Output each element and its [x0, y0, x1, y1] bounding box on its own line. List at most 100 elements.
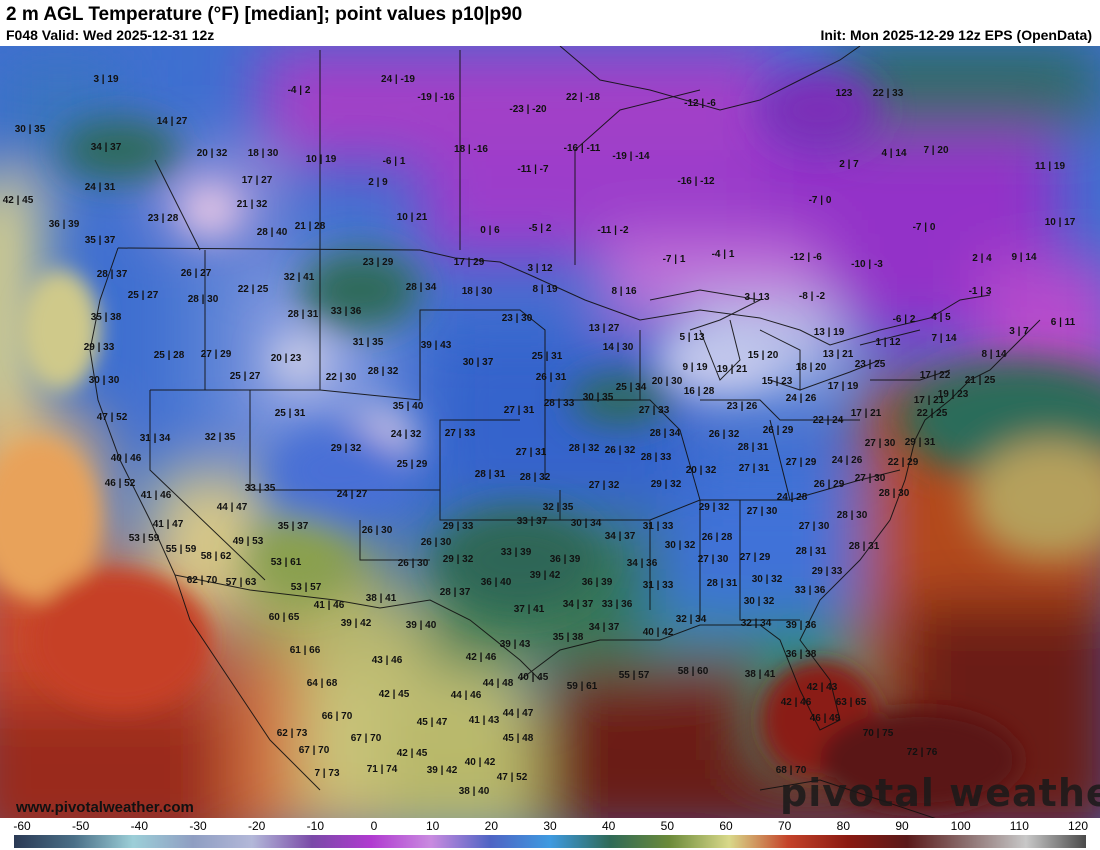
point-value: 44 | 46: [451, 690, 482, 701]
colorbar-tick-label: -40: [130, 819, 148, 833]
point-value: 16 | 28: [684, 386, 715, 397]
colorbar-labels: -60 -50 -40 -30 -20 -10 0 10 20 30 40 50 60 70 80 90 100…: [0, 818, 1100, 834]
point-value: 18 | 30: [462, 286, 493, 297]
point-value: 24 | 26: [832, 455, 863, 466]
point-value: 25 | 31: [275, 408, 306, 419]
point-value: 63 | 65: [836, 697, 867, 708]
point-value: 42 | 45: [379, 689, 410, 700]
point-value: 27 | 29: [786, 457, 817, 468]
point-value: 8 | 19: [532, 284, 557, 295]
point-value: 39 | 40: [406, 620, 437, 631]
point-value: 22 | 24: [813, 415, 844, 426]
point-value: 29 | 32: [699, 502, 730, 513]
point-value: 29 | 33: [443, 521, 474, 532]
point-value: 67 | 70: [351, 733, 382, 744]
point-value: 17 | 27: [242, 175, 273, 186]
point-value: -16 | -11: [564, 143, 601, 154]
colorbar-tick-label: 10: [425, 819, 440, 833]
colorbar: -60 -50 -40 -30 -20 -10 0 10 20 30 40 50 60 70 80 90 100…: [0, 818, 1100, 850]
temperature-detail: [60, 70, 1100, 610]
point-value: 10 | 17: [1045, 217, 1076, 228]
point-value: 28 | 40: [257, 227, 288, 238]
point-value: 35 | 38: [91, 312, 122, 323]
colorbar-tick-label: -50: [71, 819, 90, 833]
point-value: 24 | 32: [391, 429, 422, 440]
point-value: 28 | 30: [837, 510, 868, 521]
point-value: 27 | 29: [740, 552, 771, 563]
point-value: 21 | 32: [237, 199, 268, 210]
point-value: 25 | 27: [128, 290, 159, 301]
colorbar-tick-label: -20: [247, 819, 266, 833]
point-value: 29 | 32: [651, 479, 682, 490]
point-value: 55 | 57: [619, 670, 650, 681]
point-value: 58 | 60: [678, 666, 709, 677]
point-value: 34 | 37: [91, 142, 122, 153]
boundary-lines: [89, 46, 1041, 818]
point-value: 31 | 33: [643, 521, 674, 532]
colorbar-tick-label: -30: [189, 819, 207, 833]
point-value: 32 | 34: [676, 614, 707, 625]
point-value: 38 | 41: [366, 593, 397, 604]
temperature-map[interactable]: 3 | 19 -4 | 2 24 | -19 -19 | -16 22 | -18 -12…: [0, 46, 1100, 818]
colorbar-tick-label: 120: [1067, 819, 1089, 833]
map-title: 2 m AGL Temperature (°F) [median]; point…: [6, 4, 523, 25]
point-value: 33 | 36: [795, 585, 826, 596]
state-line-11: [739, 500, 800, 621]
map-canvas[interactable]: 3 | 19 -4 | 2 24 | -19-19 | -16 22 | -18 -12…: [0, 46, 1100, 818]
point-value: 28 | 31: [707, 578, 738, 589]
temperature-fine: [0, 270, 1020, 810]
point-value: 26 | 27: [181, 268, 212, 279]
point-value: 27 | 31: [739, 463, 770, 474]
point-value: 30 | 34: [571, 518, 602, 529]
point-value: 33 | 35: [245, 483, 276, 494]
point-value: 17 | 22: [920, 370, 951, 381]
point-value: 25 | 29: [397, 459, 428, 470]
point-value: 39 | 43: [421, 340, 452, 351]
point-value: 27 | 33: [445, 428, 476, 439]
colorbar-tick-label: 60: [719, 819, 733, 833]
point-value: 36 | 40: [481, 577, 512, 588]
point-value: 34 | 37: [563, 599, 594, 610]
point-value: 28 | 31: [475, 469, 506, 480]
point-value: -4 | 1: [712, 249, 735, 260]
point-value: 9 | 19: [682, 362, 707, 373]
point-value: 26 | 32: [605, 445, 636, 456]
point-value: 26 | 31: [536, 372, 567, 383]
point-value: 53 | 57: [291, 582, 322, 593]
site-watermark: www.pivotalweather.com: [15, 799, 194, 816]
point-value: 7 | 20: [923, 145, 948, 156]
pacific-coast: [89, 247, 321, 791]
point-value: 57 | 63: [226, 577, 257, 588]
point-value: 26 | 30: [398, 558, 429, 569]
point-value: 46 | 52: [105, 478, 136, 489]
hudson-bay-shore: [559, 46, 861, 111]
point-value: 18 | -16: [454, 144, 488, 155]
point-value: 17 | 21: [914, 395, 945, 406]
point-value: 29 | 32: [443, 554, 474, 565]
brand-watermark: pivotal weather: [780, 771, 1100, 815]
point-value: 27 | 30: [799, 521, 830, 532]
gulf-coast: [519, 479, 906, 731]
point-value: 42 | 46: [466, 652, 497, 663]
colorbar-tick-label: 100: [950, 819, 971, 833]
point-value: 35 | 37: [85, 235, 116, 246]
point-value: 47 | 52: [97, 412, 128, 423]
point-value: 36 | 39: [550, 554, 581, 565]
point-value: 26 | 30: [362, 525, 393, 536]
point-value: 24 | 26: [786, 393, 817, 404]
point-value: 33 | 36: [602, 599, 633, 610]
point-value: -5 | 2: [529, 223, 552, 234]
point-value: -11 | -7: [517, 164, 549, 175]
point-value: 22 | 30: [326, 372, 357, 383]
point-value: 58 | 62: [201, 551, 232, 562]
point-value: 70 | 75: [863, 728, 894, 739]
colorbar-tick-label: 30: [543, 819, 557, 833]
point-value: 31 | 35: [353, 337, 384, 348]
point-value: 28 | 31: [849, 541, 880, 552]
point-value: 20 | 30: [652, 376, 683, 387]
point-value: -16 | -12: [677, 176, 715, 187]
point-value: 2 | 4: [972, 253, 992, 264]
point-value: 23 | 28: [148, 213, 179, 224]
point-value: -6 | 2: [893, 314, 916, 325]
point-value: 1 | 12: [875, 337, 900, 348]
